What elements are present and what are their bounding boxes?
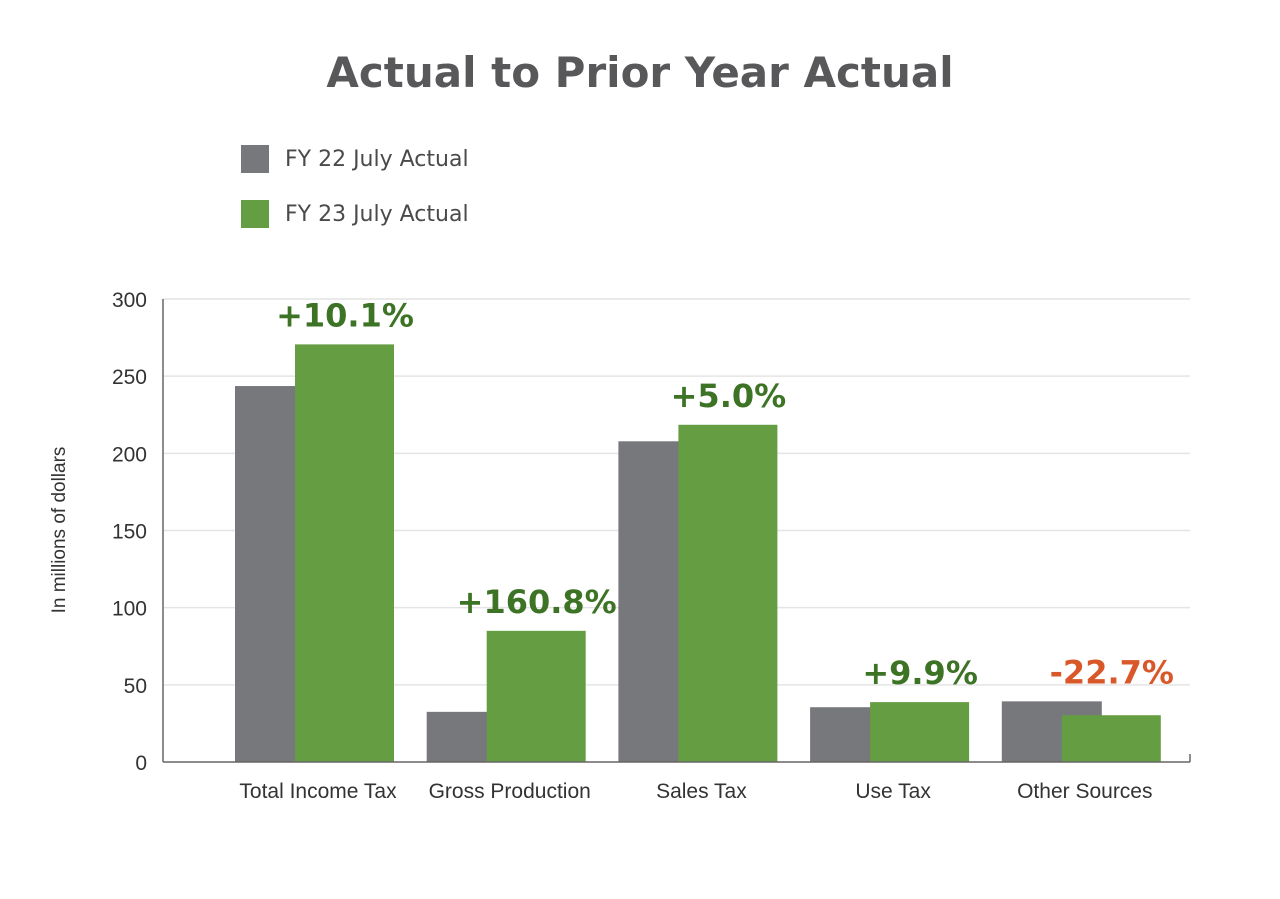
percent-change-label: +5.0%	[671, 377, 787, 415]
x-tick-label: Sales Tax	[656, 780, 747, 803]
percent-change-label: +10.1%	[276, 296, 414, 334]
bar-fy23	[678, 424, 778, 762]
y-tick-label: 150	[112, 521, 147, 544]
y-tick-label: 250	[112, 366, 147, 389]
y-tick-label: 100	[112, 598, 147, 621]
bar-fy23	[486, 630, 586, 762]
legend-item-fy23: FY 23 July Actual	[241, 200, 469, 228]
x-tick-label: Total Income Tax	[239, 780, 397, 803]
percent-change-label: +160.8%	[457, 583, 617, 621]
x-tick-label: Use Tax	[855, 780, 931, 803]
y-tick-label: 50	[124, 675, 147, 698]
x-tick-label: Gross Production	[429, 780, 591, 803]
y-axis-label: In millions of dollars	[49, 447, 70, 614]
percent-change-label: +9.9%	[862, 654, 978, 692]
legend-swatch-fy23	[241, 200, 269, 228]
legend-label-fy23: FY 23 July Actual	[285, 201, 469, 227]
y-tick-label: 300	[112, 289, 147, 312]
y-tick-label: 200	[112, 443, 147, 466]
legend-item-fy22: FY 22 July Actual	[241, 145, 469, 173]
bar-fy23	[870, 702, 970, 762]
chart-title: Actual to Prior Year Actual	[326, 48, 954, 97]
bar-fy23	[295, 344, 394, 762]
legend-label-fy22: FY 22 July Actual	[285, 146, 469, 172]
x-tick-label: Other Sources	[1017, 780, 1152, 803]
bar-fy23	[1061, 715, 1161, 762]
legend-swatch-fy22	[241, 145, 269, 173]
y-tick-label: 0	[135, 752, 147, 775]
percent-change-label: -22.7%	[1050, 653, 1174, 691]
